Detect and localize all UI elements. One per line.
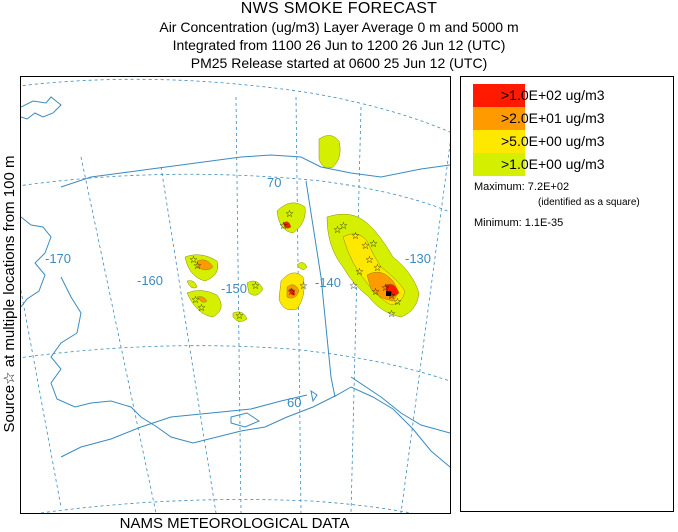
source-star: ☆ xyxy=(191,295,200,306)
legend-label: >1.0E+02 ug/m3 xyxy=(501,87,605,103)
source-star: ☆ xyxy=(251,281,260,292)
source-star: ☆ xyxy=(333,225,342,236)
lon-label-150: -150 xyxy=(221,281,247,296)
source-star: ☆ xyxy=(373,263,382,274)
grid-labels: -170 -160 -150 -140 -130 70 60 xyxy=(45,175,431,410)
source-star: ☆ xyxy=(349,281,358,292)
source-star: ☆ xyxy=(355,267,364,278)
plume-southwest-inner xyxy=(196,296,208,303)
maximum-square-marker xyxy=(386,291,391,296)
source-markers: ☆ ☆ ☆ ☆ ☆ ☆ ☆ ☆ ☆ ☆ ☆ ☆ ☆ ☆ ☆ ☆ ☆ ☆ ☆ ☆ … xyxy=(189,209,402,322)
meridian-160 xyxy=(80,156,157,513)
coast-arctic xyxy=(60,154,450,188)
plume-west-small xyxy=(186,280,198,289)
source-star: ☆ xyxy=(299,281,308,292)
source-star: ☆ xyxy=(193,261,202,272)
meridian-170 xyxy=(21,288,62,508)
source-star: ☆ xyxy=(361,241,370,252)
lon-label-170: -170 xyxy=(45,251,71,266)
plume-southwest xyxy=(186,290,222,318)
legend-panel: >1.0E+02 ug/m3 >2.0E+01 ug/m3 >5.0E+00 u… xyxy=(460,76,674,512)
legend-swatch xyxy=(473,107,525,130)
meridian-155 xyxy=(160,166,217,513)
coast-peninsula xyxy=(60,394,308,458)
border-panhandle xyxy=(350,376,450,434)
source-star: ☆ xyxy=(287,287,296,298)
subtitle-concentration: Air Concentration (ug/m3) Layer Average … xyxy=(159,19,519,35)
source-star: ☆ xyxy=(393,297,402,308)
plume-south-small xyxy=(232,311,248,322)
parallel-75 xyxy=(21,78,450,133)
plume-west-inner xyxy=(196,259,214,271)
source-star: ☆ xyxy=(339,221,348,232)
source-star: ☆ xyxy=(285,209,294,220)
source-star: ☆ xyxy=(351,231,360,242)
parallel-70-line xyxy=(21,173,450,213)
map-panel: -170 -160 -150 -140 -130 70 60 xyxy=(20,76,451,514)
lat-label-60: 60 xyxy=(287,395,301,410)
island-kodiak xyxy=(230,412,261,428)
lat-label-70: 70 xyxy=(267,175,281,190)
legend-label: >5.0E+00 ug/m3 xyxy=(501,133,605,149)
legend-item-4: >1.0E+00 ug/m3 xyxy=(473,153,605,176)
plume-north xyxy=(318,135,341,169)
meridian-130 xyxy=(400,141,450,513)
source-star: ☆ xyxy=(365,255,374,266)
parallel-60-line xyxy=(40,499,413,513)
legend-label: >1.0E+00 ug/m3 xyxy=(501,156,605,172)
plume-central-east-core xyxy=(282,221,292,229)
source-star: ☆ xyxy=(387,309,396,320)
lon-label-130: -130 xyxy=(405,251,431,266)
source-star: ☆ xyxy=(197,303,206,314)
coast-chukotka xyxy=(21,96,62,120)
subtitle-integration-period: Integrated from 1100 26 Jun to 1200 26 J… xyxy=(172,37,506,53)
plume-central-small xyxy=(296,262,308,270)
source-star: ☆ xyxy=(387,291,396,302)
graticule xyxy=(21,78,450,513)
coast-southern xyxy=(50,276,450,468)
meridian-150 xyxy=(235,96,242,513)
coast-seward-west xyxy=(21,216,52,308)
legend-swatch xyxy=(473,130,525,153)
legend-item-3: >5.0E+00 ug/m3 xyxy=(473,130,605,153)
lon-label-140: -140 xyxy=(315,275,341,290)
source-star: ☆ xyxy=(235,311,244,322)
source-star: ☆ xyxy=(189,255,198,266)
source-side-label-container: Source☆ at multiple locations from 100 m xyxy=(0,76,18,512)
legend-item-1: >1.0E+02 ug/m3 xyxy=(473,84,605,107)
smoke-plumes xyxy=(184,135,420,322)
minimum-value: Minimum: 1.1E-35 xyxy=(474,217,564,229)
maximum-value: Maximum: 7.2E+02 xyxy=(474,181,570,193)
maximum-note: (identified as a square) xyxy=(538,197,640,208)
border-alaska-yukon xyxy=(305,180,336,398)
legend-swatch xyxy=(473,153,525,176)
subtitle-release-start: PM25 Release started at 0600 25 Jun 12 (… xyxy=(190,55,488,71)
chart-title: NWS SMOKE FORECAST xyxy=(240,0,438,17)
plume-mid-west xyxy=(246,280,264,296)
parallel-65 xyxy=(21,345,450,382)
source-star: ☆ xyxy=(381,283,390,294)
lon-label-160: -160 xyxy=(137,273,163,288)
legend-label: >2.0E+01 ug/m3 xyxy=(501,110,605,126)
legend-item-2: >2.0E+01 ug/m3 xyxy=(473,107,605,130)
source-star: ☆ xyxy=(371,287,380,298)
plume-central-core xyxy=(288,288,296,296)
coastlines xyxy=(21,96,450,468)
source-star: ☆ xyxy=(279,221,288,232)
legend-swatch xyxy=(473,84,525,107)
island-small xyxy=(310,389,318,403)
source-side-label: Source☆ at multiple locations from 100 m xyxy=(1,155,18,433)
meridian-140b xyxy=(350,106,362,513)
map-canvas: -170 -160 -150 -140 -130 70 60 xyxy=(21,78,450,513)
footer-data-source: NAMS METEOROLOGICAL DATA xyxy=(119,515,350,532)
source-star: ☆ xyxy=(369,239,378,250)
